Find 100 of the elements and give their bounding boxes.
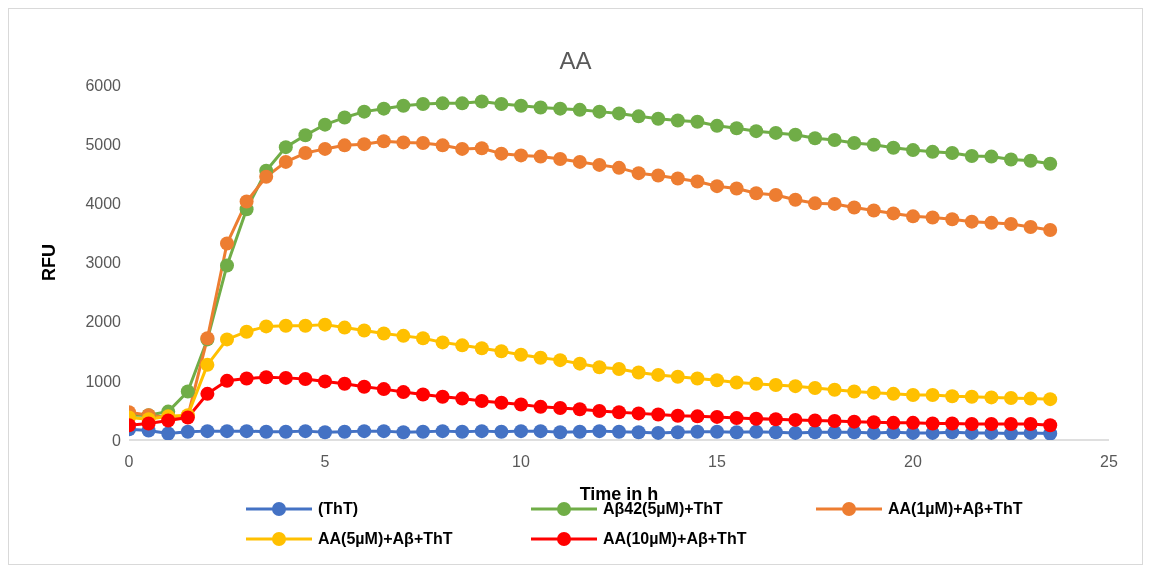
y-tick-label: 5000: [85, 135, 122, 153]
point: [768, 125, 783, 140]
point: [984, 215, 999, 230]
legend-label: AA(1µM)+Aβ+ThT: [888, 500, 1023, 518]
point: [455, 96, 470, 111]
point: [651, 407, 666, 422]
point: [494, 96, 509, 111]
point: [984, 417, 999, 432]
point: [337, 138, 352, 153]
point: [808, 196, 822, 211]
y-tick-label: 0: [112, 431, 122, 449]
point: [925, 416, 940, 431]
point: [318, 425, 332, 440]
point: [866, 415, 881, 430]
point: [710, 409, 724, 424]
point: [690, 174, 705, 189]
point: [278, 140, 293, 155]
x-tick-label: 5: [320, 453, 330, 471]
point: [592, 360, 607, 375]
point: [533, 399, 548, 414]
point: [514, 397, 528, 412]
point: [1043, 418, 1058, 433]
point: [788, 192, 803, 207]
point: [318, 117, 332, 132]
point: [651, 168, 666, 183]
point: [376, 424, 391, 439]
point: [318, 317, 332, 332]
point: [278, 154, 293, 169]
point: [592, 404, 607, 419]
point: [435, 96, 450, 111]
point: [788, 379, 803, 394]
point: [925, 388, 940, 403]
point: [259, 424, 274, 439]
point: [690, 409, 705, 424]
point: [631, 365, 646, 380]
point: [945, 416, 960, 431]
point: [553, 151, 568, 166]
point: [670, 113, 685, 128]
point: [964, 214, 979, 229]
point: [964, 389, 979, 404]
point: [298, 424, 313, 439]
point: [572, 154, 587, 169]
point: [827, 133, 842, 148]
point: [474, 94, 489, 109]
point: [729, 411, 744, 426]
point: [964, 417, 979, 432]
point: [514, 424, 528, 439]
point: [298, 128, 313, 143]
point: [1004, 417, 1018, 432]
point: [886, 415, 901, 430]
point: [376, 101, 391, 116]
point: [357, 104, 372, 119]
point: [533, 149, 548, 164]
point: [631, 406, 646, 421]
point: [847, 384, 862, 399]
point: [514, 98, 528, 113]
point: [651, 425, 666, 440]
point: [239, 194, 254, 209]
point: [1043, 222, 1058, 237]
point: [768, 425, 783, 440]
point: [239, 324, 254, 339]
point: [416, 135, 430, 150]
point: [749, 186, 764, 201]
point: [945, 212, 960, 227]
point: [808, 413, 822, 428]
point: [318, 141, 332, 156]
legend-label: AA(5µM)+Aβ+ThT: [318, 530, 453, 548]
chart-title: AA: [558, 47, 593, 75]
point: [435, 389, 450, 404]
point: [239, 424, 254, 439]
point: [494, 395, 509, 410]
point: [964, 149, 979, 163]
point: [768, 377, 783, 392]
point: [1043, 392, 1058, 407]
point: [925, 210, 940, 225]
point: [572, 424, 587, 439]
point: [808, 425, 822, 440]
point: [239, 371, 254, 386]
point: [396, 135, 411, 150]
point: [200, 357, 215, 372]
x-tick-label: 0: [124, 453, 134, 471]
point: [455, 424, 470, 439]
point: [1004, 217, 1018, 232]
point: [337, 376, 352, 391]
point: [1023, 391, 1038, 406]
point: [827, 414, 842, 429]
point: [690, 114, 705, 129]
point: [1004, 390, 1018, 405]
point: [729, 181, 744, 196]
point: [631, 109, 646, 124]
point: [612, 106, 626, 121]
point: [474, 341, 489, 356]
x-tick-label: 25: [1100, 453, 1118, 471]
point: [259, 169, 274, 184]
point: [455, 338, 470, 353]
point: [474, 393, 489, 408]
point: [396, 425, 411, 440]
point: [278, 318, 293, 333]
point: [357, 379, 372, 394]
point: [180, 384, 195, 399]
